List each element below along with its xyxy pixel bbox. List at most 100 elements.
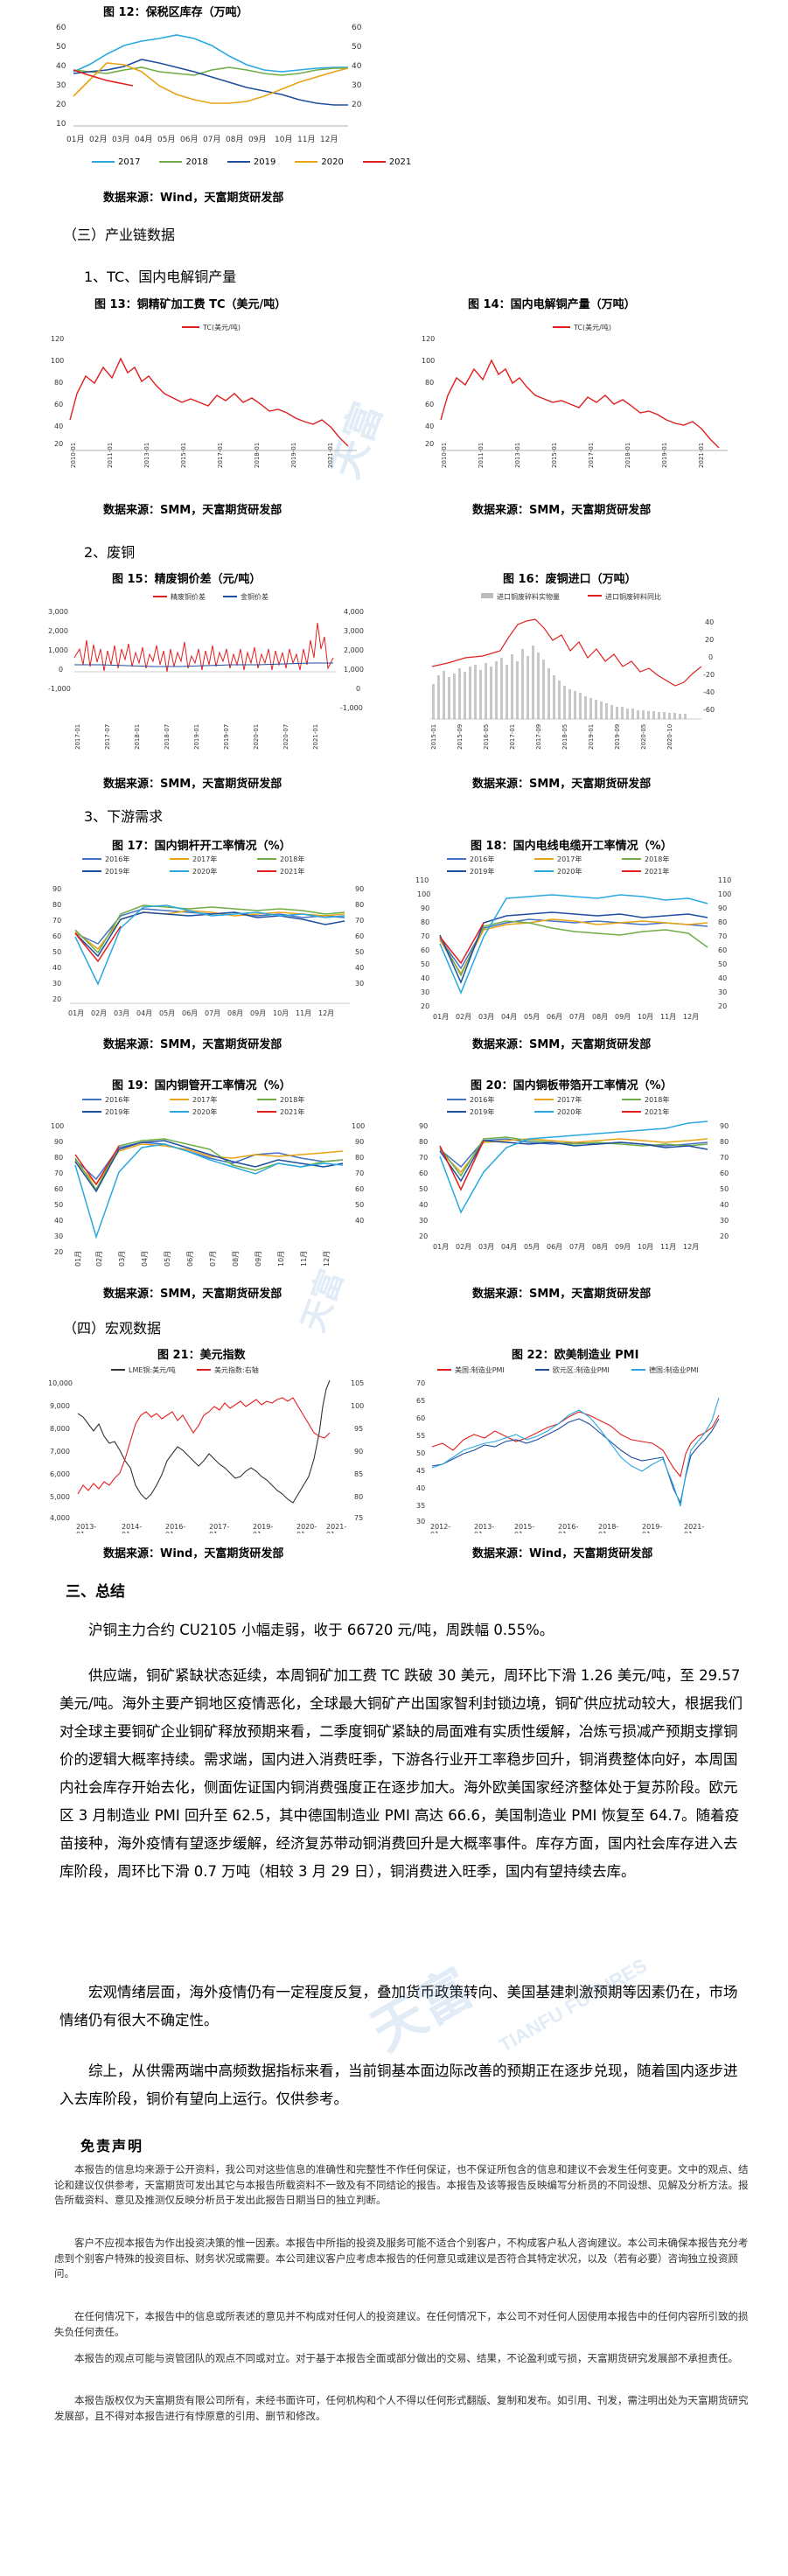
fig13-source: 数据来源：SMM，天富期货研发部 (103, 504, 282, 517)
svg-text:70: 70 (421, 932, 429, 940)
svg-text:05月: 05月 (524, 1013, 540, 1021)
svg-text:20: 20 (56, 101, 66, 109)
fig16-caption: 图 16：废铜进口（万吨） (503, 573, 637, 586)
svg-text:2018-07: 2018-07 (164, 724, 171, 750)
svg-text:-1,000: -1,000 (48, 685, 71, 693)
svg-text:50: 50 (416, 1449, 425, 1457)
svg-text:85: 85 (354, 1470, 363, 1478)
svg-text:5,000: 5,000 (50, 1493, 70, 1501)
svg-text:2019-: 2019- (642, 1523, 662, 1531)
svg-text:-60: -60 (703, 706, 715, 714)
svg-text:06月: 06月 (547, 1243, 562, 1251)
svg-text:11月: 11月 (300, 1251, 308, 1267)
svg-text:2015-: 2015- (514, 1523, 534, 1531)
svg-text:2021年: 2021年 (280, 1107, 304, 1116)
svg-text:8,000: 8,000 (50, 1425, 70, 1433)
svg-text:2020-10: 2020-10 (666, 724, 673, 750)
svg-text:2013-01: 2013-01 (143, 443, 150, 468)
fig22-legend3: 德国:制造业PMI (649, 1365, 699, 1374)
svg-text:30: 30 (355, 980, 364, 988)
svg-text:70: 70 (54, 1169, 63, 1177)
svg-text:2017-01: 2017-01 (509, 724, 516, 750)
fig22-caption: 图 22：欧美制造业 PMI (512, 1349, 639, 1362)
svg-text:2019-09: 2019-09 (614, 724, 621, 750)
svg-text:75: 75 (354, 1514, 363, 1522)
svg-text:11月: 11月 (660, 1013, 676, 1021)
svg-text:2014-: 2014- (122, 1523, 142, 1531)
svg-text:2016-: 2016- (558, 1523, 578, 1531)
svg-text:01: 01 (253, 1531, 262, 1533)
fig14-source: 数据来源：SMM，天富期货研发部 (472, 504, 652, 517)
svg-text:09月: 09月 (615, 1243, 631, 1251)
svg-text:01: 01 (558, 1531, 567, 1533)
fig22-legend1: 美国:制造业PMI (455, 1365, 505, 1374)
svg-text:12月: 12月 (323, 1251, 331, 1267)
fig15-caption: 图 15：精废铜价差（元/吨） (112, 573, 262, 586)
svg-text:80: 80 (54, 1154, 63, 1162)
fig17-source: 数据来源：SMM，天富期货研发部 (103, 1038, 282, 1051)
svg-text:07月: 07月 (205, 1009, 220, 1017)
svg-text:40: 40 (56, 62, 66, 71)
svg-text:80: 80 (419, 1138, 428, 1146)
svg-text:50: 50 (52, 948, 61, 956)
svg-text:07月: 07月 (203, 135, 220, 144)
svg-text:100: 100 (417, 890, 430, 898)
svg-text:80: 80 (425, 379, 434, 387)
svg-text:50: 50 (56, 43, 66, 52)
svg-text:2020-: 2020- (296, 1523, 317, 1531)
svg-text:30: 30 (352, 81, 362, 90)
svg-text:01: 01 (474, 1531, 483, 1533)
disclaimer-p4: 本报告的观点可能与资管团队的观点不同或对立。对于基于本报告全面或部分做出的交易、… (74, 2352, 738, 2364)
svg-text:02月: 02月 (456, 1013, 471, 1021)
svg-text:-20: -20 (703, 671, 715, 679)
svg-text:07月: 07月 (569, 1243, 585, 1251)
svg-text:11月: 11月 (297, 135, 315, 144)
section-4-title: （四）宏观数据 (63, 1320, 162, 1337)
svg-text:2016年: 2016年 (105, 1095, 129, 1104)
svg-text:3,000: 3,000 (344, 627, 364, 635)
svg-text:3,000: 3,000 (48, 608, 68, 616)
svg-text:02月: 02月 (95, 1251, 103, 1267)
svg-text:120: 120 (422, 335, 435, 343)
svg-text:2020年: 2020年 (192, 867, 217, 876)
legend-item-2019: 2019 (227, 157, 275, 167)
svg-text:110: 110 (415, 876, 429, 884)
svg-text:2021-01: 2021-01 (327, 443, 334, 468)
svg-text:12月: 12月 (683, 1013, 699, 1021)
svg-text:10月: 10月 (638, 1243, 653, 1251)
svg-text:02月: 02月 (91, 1009, 107, 1017)
svg-text:40: 40 (718, 974, 727, 982)
svg-text:2015-01: 2015-01 (180, 443, 187, 468)
fig15-legend1: 精废铜价差 (171, 592, 206, 601)
svg-text:10: 10 (56, 120, 66, 129)
svg-text:2015-09: 2015-09 (457, 724, 464, 750)
section-3-title: （三）产业链数据 (63, 227, 176, 243)
svg-text:60: 60 (421, 946, 429, 954)
fig13-caption: 图 13：铜精矿加工费 TC（美元/吨） (94, 298, 287, 311)
svg-text:9,000: 9,000 (50, 1402, 70, 1410)
svg-text:04月: 04月 (501, 1243, 517, 1251)
svg-text:30: 30 (56, 81, 66, 90)
svg-text:2013-01: 2013-01 (514, 443, 521, 468)
svg-text:60: 60 (54, 401, 63, 408)
svg-text:100: 100 (718, 890, 731, 898)
svg-text:2010-01: 2010-01 (70, 443, 77, 468)
svg-text:-40: -40 (703, 688, 715, 696)
svg-text:2018年: 2018年 (280, 855, 304, 863)
fig13-legend: TC(美元/吨) (202, 323, 241, 332)
fig16-source: 数据来源：SMM，天富期货研发部 (472, 778, 652, 791)
svg-text:95: 95 (354, 1425, 363, 1433)
fig14-caption: 图 14：国内电解铜产量（万吨） (468, 298, 636, 311)
svg-text:04月: 04月 (501, 1013, 517, 1021)
summary-p1: 沪铜主力合约 CU2105 小幅走弱，收于 66720 元/吨，周跌幅 0.55… (88, 1622, 554, 1638)
svg-text:2020-01: 2020-01 (253, 724, 260, 750)
svg-text:-1,000: -1,000 (340, 704, 363, 712)
svg-text:2020年: 2020年 (557, 867, 582, 876)
fig20-chart: 2016年 2017年 2018年 2019年 2020年 2021年 90 80 70 60… (415, 1093, 739, 1268)
svg-text:20: 20 (718, 1002, 727, 1010)
fig17-caption: 图 17：国内铜杆开工率情况（%） (112, 840, 291, 853)
svg-text:70: 70 (720, 1154, 729, 1162)
svg-text:4,000: 4,000 (344, 608, 364, 616)
svg-text:10月: 10月 (275, 135, 292, 144)
section-3-sub1: 1、TC、国内电解铜产量 (84, 269, 237, 285)
